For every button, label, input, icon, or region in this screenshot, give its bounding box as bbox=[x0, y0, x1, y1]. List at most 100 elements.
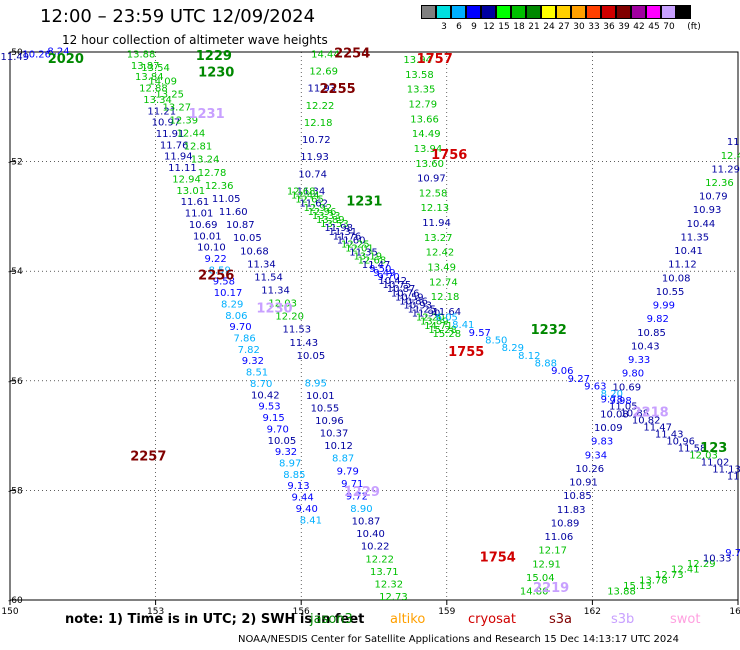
wave-height-value: 7.86 bbox=[233, 334, 255, 345]
wave-height-value: 11.76 bbox=[160, 140, 189, 151]
wave-height-value: 10.55 bbox=[656, 287, 685, 298]
wave-height-value: 12.68 bbox=[358, 256, 387, 267]
wave-height-value: 13.94 bbox=[414, 144, 443, 155]
wave-height-value: 10.08 bbox=[600, 409, 629, 420]
wave-height-value: 15.13 bbox=[623, 581, 652, 592]
wave-height-value: 9.44 bbox=[291, 493, 313, 504]
wave-height-value: 11.13 bbox=[712, 464, 740, 475]
wave-height-value: 12.81 bbox=[184, 142, 213, 153]
wave-height-value: 10.41 bbox=[674, 246, 703, 257]
pass-labels: 2020 1229 1230 2254 1757 2255 1231 1756 1231 2256… bbox=[48, 46, 728, 595]
wave-height-value: 11.34 bbox=[297, 186, 326, 197]
wave-height-value: 9.70 bbox=[377, 272, 399, 283]
wave-height-value: 10.74 bbox=[298, 169, 327, 180]
wave-height-value: 10.87 bbox=[226, 220, 255, 231]
wave-height-value: 8.12 bbox=[518, 351, 540, 362]
wave-height-value: 9.34 bbox=[585, 450, 607, 461]
wave-height-value: 8.41 bbox=[300, 515, 322, 526]
wave-height-value: 8.95 bbox=[305, 378, 327, 389]
wave-height-value: 13.35 bbox=[407, 85, 436, 96]
wave-height-value: 10.87 bbox=[352, 517, 381, 528]
wave-height-value: 11.60 bbox=[337, 235, 366, 246]
wave-height-value: 9.32 bbox=[275, 447, 297, 458]
wave-height-value: 13.94 bbox=[403, 55, 432, 66]
wave-height-value: 12.22 bbox=[365, 554, 394, 565]
wave-height-value: 13.71 bbox=[370, 567, 399, 578]
wave-height-value: 9.27 bbox=[568, 374, 590, 385]
color-scale-tick: 39 bbox=[618, 22, 630, 32]
wave-height-value: 10.43 bbox=[631, 341, 660, 352]
satellite-legend-item: altiko bbox=[390, 612, 426, 627]
wave-height-value: 10.87 bbox=[387, 284, 416, 295]
wave-height-value: 12.42 bbox=[426, 248, 455, 259]
wave-height-value: 11.53 bbox=[282, 325, 311, 336]
wave-height-value: 11.01 bbox=[185, 209, 214, 220]
wave-height-value: 12.91 bbox=[532, 559, 561, 570]
wave-height-value: 8.88 bbox=[535, 359, 557, 370]
wave-height-value: 10.72 bbox=[302, 135, 331, 146]
wave-height-value: 11.35 bbox=[680, 232, 709, 243]
wave-height-value: 13.60 bbox=[415, 159, 444, 170]
wave-height-value: 10.93 bbox=[403, 300, 432, 311]
lat-tick-label: -60 bbox=[8, 596, 23, 606]
color-scale-tick: 6 bbox=[456, 22, 462, 32]
wave-height-value: 13.89 bbox=[316, 215, 345, 226]
wave-height-value: 10.37 bbox=[320, 429, 349, 440]
wave-height-value: 10.75 bbox=[383, 280, 412, 291]
wave-height-value: 9.58 bbox=[213, 277, 235, 288]
pass-time-label: 123 bbox=[700, 441, 727, 456]
color-scale-tick: 45 bbox=[648, 22, 660, 32]
color-scale-tick: 36 bbox=[603, 22, 615, 32]
wave-height-value: 11.60 bbox=[219, 207, 248, 218]
wave-height-value: 13.88 bbox=[127, 49, 156, 60]
unit-note: note: 1) Time is in UTC; 2) SWH is in fe… bbox=[65, 612, 365, 627]
wave-height-value: 11.61 bbox=[181, 197, 210, 208]
wave-height-value: 15.04 bbox=[526, 573, 555, 584]
wave-height-value: 12.03 bbox=[268, 299, 297, 310]
wave-height-value: 8.90 bbox=[350, 504, 372, 515]
wave-height-value: 11.31 bbox=[328, 227, 357, 238]
color-swatch bbox=[526, 5, 541, 19]
pass-time-label: 2020 bbox=[48, 52, 84, 67]
wave-height-value: 13.27 bbox=[162, 102, 191, 113]
wave-height-value: 12.01 bbox=[345, 243, 374, 254]
map-subtitle: 12 hour collection of altimeter wave hei… bbox=[62, 33, 328, 47]
color-swatch bbox=[451, 5, 466, 19]
wave-height-value: 8.29 bbox=[502, 343, 524, 354]
wave-height-value: 10.96 bbox=[315, 416, 344, 427]
wave-height-value: 12.18 bbox=[431, 292, 460, 303]
wave-height-value: 12.20 bbox=[416, 313, 445, 324]
wave-height-value: 15.28 bbox=[432, 329, 461, 340]
wave-height-value: 11.47 bbox=[643, 423, 672, 434]
wave-height-value: 11.43 bbox=[290, 338, 319, 349]
wave-height-value: 8.70 bbox=[250, 379, 272, 390]
color-scale-tick: 3 bbox=[441, 22, 447, 32]
wave-height-value: 10.22 bbox=[361, 542, 390, 553]
wave-height-value: 8.06 bbox=[225, 311, 247, 322]
wave-height-value: 12.73 bbox=[379, 592, 408, 603]
wave-height-value: 10.59 bbox=[395, 292, 424, 303]
wave-height-value: 12.17 bbox=[538, 546, 567, 557]
color-swatch bbox=[496, 5, 511, 19]
wave-height-value: 9.71 bbox=[341, 479, 363, 490]
wave-height-value: 11.11 bbox=[168, 163, 197, 174]
wave-height-value: 11.29 bbox=[711, 164, 740, 175]
wave-height-value: 9.72 bbox=[346, 491, 368, 502]
wave-height-value: 11.05 bbox=[609, 402, 638, 413]
satellite-legend-item: s3b bbox=[611, 612, 635, 627]
wave-height-value: 11.35 bbox=[349, 248, 378, 259]
satellite-legend-item: jason3 bbox=[310, 612, 353, 627]
wave-height-value: 10.12 bbox=[324, 441, 353, 452]
wave-height-value: 10.82 bbox=[632, 416, 661, 427]
color-scale-tick: 24 bbox=[543, 22, 555, 32]
page-title: 12:00 – 23:59 UTC 12/09/2024 bbox=[40, 6, 316, 27]
color-scale-unit: (ft) bbox=[687, 22, 701, 32]
lon-tick-label: 153 bbox=[147, 607, 164, 617]
color-scale-tick: 21 bbox=[528, 22, 540, 32]
wave-height-value: 14.71 bbox=[424, 321, 453, 332]
wave-height-value: 15.28 bbox=[428, 325, 457, 336]
wave-height-value: 8.20 bbox=[601, 389, 623, 400]
wave-height-value: 10.91 bbox=[569, 478, 598, 489]
wave-height-value: 14.44 bbox=[311, 49, 340, 60]
